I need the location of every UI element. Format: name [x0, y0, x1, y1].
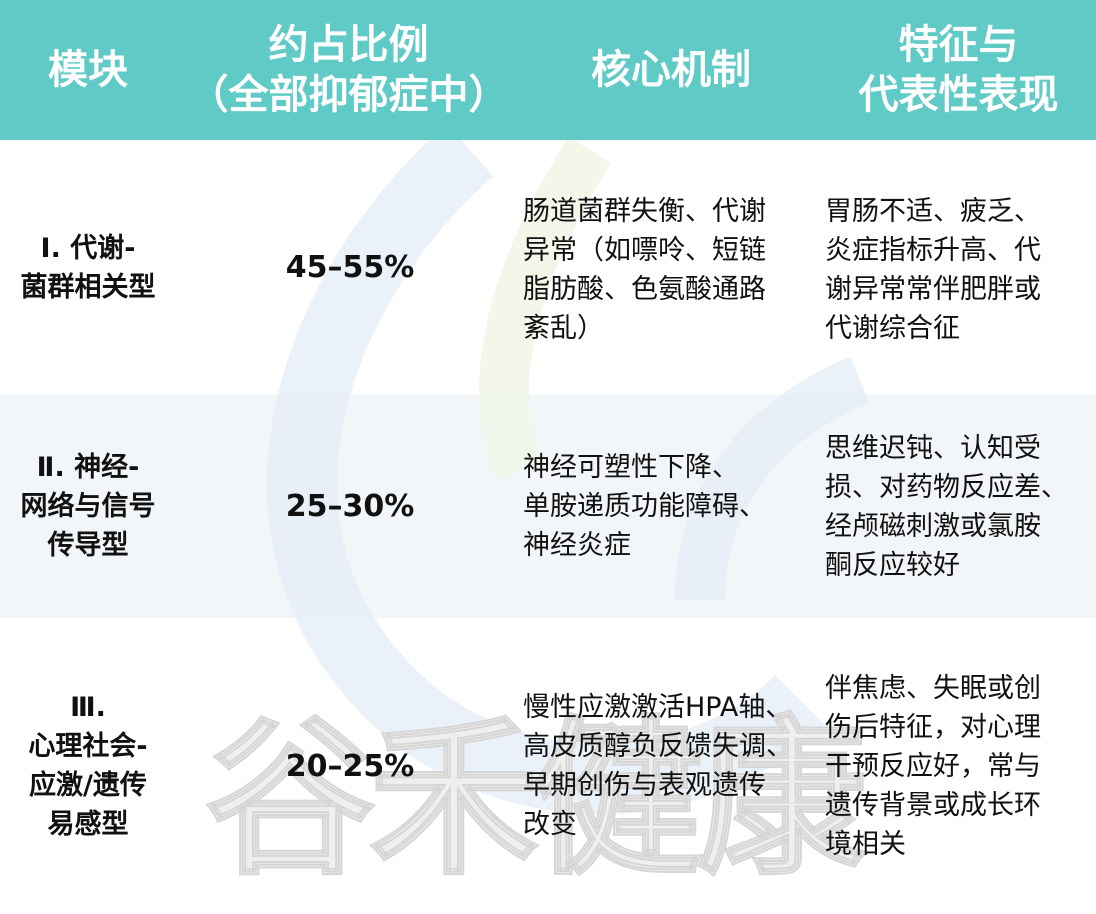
features-cell: 伴焦虑、失眠或创 伤后特征，对心理 干预反应好，常与 遗传背景或成长环 境相关 [825, 672, 1041, 860]
header-ratio: 约占比例 （全部抑郁症中） [188, 22, 509, 118]
ratio-cell: 20–25% [285, 748, 415, 784]
module-cell: Ⅲ. 心理社会- 应激/遗传 易感型 [28, 692, 148, 840]
header-mechanism: 核心机制 [591, 47, 751, 93]
table-row: Ⅰ. 代谢- 菌群相关型 45–55% 肠道菌群失衡、代谢 异常（如嘌呤、短链 … [0, 140, 1096, 395]
table-row: Ⅲ. 心理社会- 应激/遗传 易感型 20–25% 慢性应激激活HPA轴、 高皮… [0, 618, 1096, 907]
table-row: Ⅱ. 神经- 网络与信号 传导型 25–30% 神经可塑性下降、 单胺递质功能障… [0, 395, 1096, 618]
mechanism-cell: 慢性应激激活HPA轴、 高皮质醇负反馈失调、 早期创伤与表观遗传 改变 [523, 692, 793, 840]
module-cell: Ⅰ. 代谢- 菌群相关型 [20, 232, 156, 303]
header-features: 特征与 代表性表现 [858, 22, 1059, 118]
ratio-cell: 45–55% [285, 250, 415, 285]
features-cell: 思维迟钝、认知受 损、对药物反应差、 经颅磁刺激或氯胺 酮反应较好 [825, 432, 1068, 581]
ratio-cell: 25–30% [285, 489, 415, 524]
module-cell: Ⅱ. 神经- 网络与信号 传导型 [20, 452, 156, 561]
mechanism-cell: 肠道菌群失衡、代谢 异常（如嘌呤、短链 脂肪酸、色氨酸通路 紊乱） [523, 196, 766, 344]
table-header: 模块 约占比例 （全部抑郁症中） 核心机制 特征与 代表性表现 [0, 0, 1096, 140]
header-module: 模块 [48, 47, 128, 93]
mechanism-cell: 神经可塑性下降、 单胺递质功能障碍、 神经炎症 [523, 452, 766, 561]
features-cell: 胃肠不适、疲乏、 炎症指标升高、代 谢异常常伴肥胖或 代谢综合征 [825, 196, 1041, 344]
